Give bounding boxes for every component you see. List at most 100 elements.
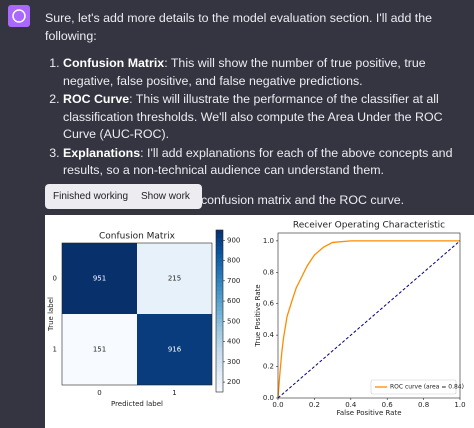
item-text: : I'll add explanations for each of the … — [63, 145, 453, 178]
colorbar-tick-label: 400 — [227, 338, 240, 346]
show-work[interactable]: Show work — [141, 191, 190, 202]
colorbar-segment — [216, 387, 223, 393]
y-tick-label: 1.0 — [263, 237, 274, 245]
plot-frame — [277, 232, 461, 399]
item-title: ROC Curve — [63, 92, 130, 106]
x-tick-label: 0.8 — [418, 401, 429, 409]
colorbar-segment — [216, 298, 223, 304]
colorbar-segment — [216, 327, 223, 332]
assistant-avatar — [8, 5, 30, 27]
y-tick-label: 1 — [53, 346, 57, 354]
colorbar-segment — [216, 367, 223, 373]
colorbar-segment — [216, 278, 223, 284]
colorbar-tick-label: 600 — [227, 297, 240, 305]
colorbar-segment — [216, 258, 223, 263]
y-axis-label: True label — [47, 297, 55, 332]
figure: Confusion Matrix 951 215 151 916 0 1 0 1 Predicte… — [45, 215, 474, 428]
status-button[interactable]: Finished working Show work — [45, 184, 202, 209]
colorbar-segment — [216, 335, 223, 340]
colorbar-segment — [216, 302, 223, 308]
colorbar-segment — [216, 282, 223, 288]
heatmap-cell — [137, 243, 212, 314]
y-tick-label: 0.4 — [263, 331, 275, 339]
colorbar-segment — [216, 270, 223, 276]
y-tick-label: 0.8 — [263, 268, 274, 276]
colorbar-segment — [216, 262, 223, 267]
y-tick-label: 0.0 — [263, 394, 274, 402]
item-title: Confusion Matrix — [63, 56, 165, 70]
colorbar-segment — [216, 323, 223, 328]
colorbar-segment — [216, 351, 223, 357]
colorbar-tick-label: 900 — [227, 236, 240, 244]
colorbar-segment — [216, 315, 223, 320]
colorbar-segment — [216, 266, 223, 271]
cell-label: 951 — [93, 275, 106, 283]
colorbar-segment — [216, 355, 223, 361]
colorbar-segment — [216, 238, 223, 243]
colorbar-segment — [216, 242, 223, 247]
heatmap-cell — [137, 314, 212, 385]
x-tick-label: 0.6 — [382, 401, 394, 409]
item-text: : This will illustrate the performance o… — [63, 92, 443, 141]
colorbar-segment — [216, 250, 223, 255]
heatmap-cell — [62, 243, 137, 314]
chart-title: Confusion Matrix — [99, 232, 176, 242]
colorbar-tick-label: 700 — [227, 277, 240, 285]
colorbar-tick-label: 200 — [227, 378, 240, 386]
item-text: : This will show the number of true posi… — [63, 56, 426, 88]
colorbar-segment — [216, 375, 223, 381]
colorbar-segment — [216, 319, 223, 324]
colorbar-segment — [216, 383, 223, 389]
legend-box — [370, 379, 457, 395]
x-axis-label: Predicted label — [111, 400, 163, 408]
colorbar-segment — [216, 331, 223, 336]
x-axis-label: False Positive Rate — [336, 409, 401, 417]
x-tick-label: 1.0 — [454, 401, 465, 409]
plot-frame — [61, 242, 213, 386]
colorbar-segment — [216, 359, 223, 365]
y-axis-label: True Positive Rate — [254, 284, 262, 347]
colorbar-segment — [216, 294, 223, 300]
colorbar-segment — [216, 347, 223, 352]
cell-label: 916 — [168, 346, 182, 354]
colorbar-segment — [216, 246, 223, 251]
colorbar-tick-label: 800 — [227, 257, 240, 265]
y-tick-label: 0.2 — [263, 363, 274, 371]
colorbar-tick-label: 500 — [227, 317, 240, 325]
colorbar-segment — [216, 274, 223, 280]
colorbar-segment — [216, 306, 223, 312]
colorbar-segment — [216, 379, 223, 385]
list: Confusion Matrix: This will show the num… — [45, 55, 470, 180]
heatmap-cell — [62, 314, 137, 385]
list-item: Confusion Matrix: This will show the num… — [63, 55, 470, 90]
logo — [12, 9, 26, 23]
colorbar-segment — [216, 339, 223, 344]
chart-title: Receiver Operating Characteristic — [293, 221, 445, 231]
colorbar-segment — [216, 230, 223, 235]
cell-label: 151 — [93, 346, 106, 354]
x-tick-label: 0.2 — [309, 401, 320, 409]
x-tick-label: 1 — [172, 389, 176, 397]
colorbar-segment — [216, 363, 223, 369]
x-tick-label: 0 — [97, 389, 101, 397]
intro: Sure, let's add more details to the mode… — [45, 11, 433, 43]
list-item: Explanations: I'll add explanations for … — [63, 145, 470, 180]
status-label: Finished working — [53, 191, 129, 202]
series-line — [277, 240, 461, 399]
colorbar-segment — [216, 234, 223, 239]
colorbar-segment — [216, 290, 223, 296]
legend-label: ROC curve (area = 0.84) — [390, 384, 464, 391]
y-tick-label: 0 — [53, 275, 57, 283]
x-tick-label: 0.0 — [272, 401, 283, 409]
message: Sure, let's add more details to the mode… — [45, 10, 470, 209]
colorbar-frame — [215, 229, 224, 393]
y-tick-label: 0.6 — [263, 300, 275, 308]
cell-label: 215 — [168, 275, 181, 283]
x-tick-label: 0.4 — [345, 401, 357, 409]
series-line — [277, 240, 460, 399]
colorbar-segment — [216, 371, 223, 377]
colorbar-tick-label: 300 — [227, 358, 240, 366]
colorbar-segment — [216, 286, 223, 292]
colorbar-segment — [216, 343, 223, 348]
